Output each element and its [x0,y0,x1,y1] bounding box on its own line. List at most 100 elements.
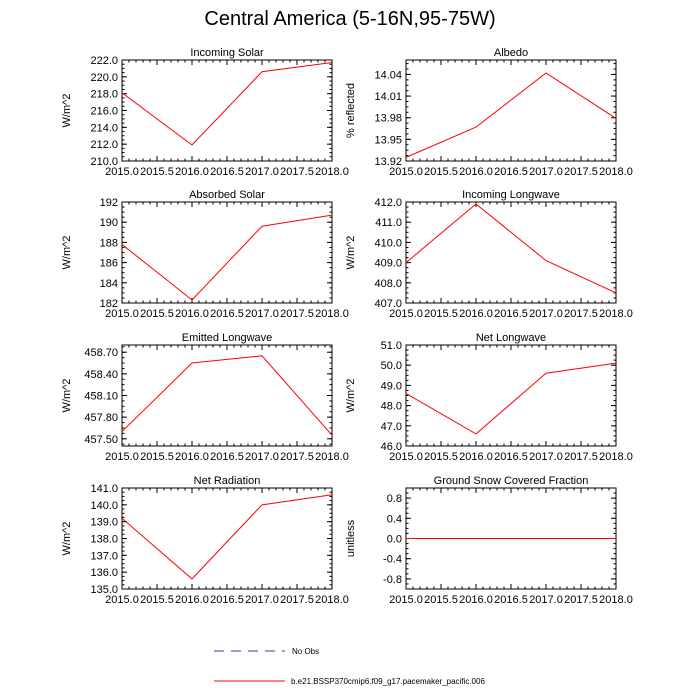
x-tick-label: 2017.5 [564,451,598,463]
x-tick-label: 2018.0 [599,308,633,320]
plot-frame [405,59,617,162]
chart-panel-4: Incoming Longwave 2015.0 2015.5 2016.0 2016.… [345,189,633,320]
x-tick-label: 2017.5 [564,594,598,606]
x-tick-label: 2017.0 [529,308,563,320]
x-tick-label: 2017.0 [529,166,563,178]
y-tick-label: 46.0 [381,441,402,453]
x-tick-label: 2015.5 [140,308,174,320]
y-tick-label: 458.40 [84,369,118,381]
x-tick-label: 2015.0 [105,451,139,463]
x-tick-label: 2016.0 [459,166,493,178]
y-tick-label: 141.0 [90,483,118,495]
y-tick-label: 409.0 [374,258,402,270]
x-tick-label: 2015.5 [424,308,458,320]
series-line [121,214,333,301]
x-tick-label: 2016.5 [494,594,528,606]
chart-panel-5: Emitted Longwave 2015.0 2015.5 2016.0 2016.5… [61,332,349,463]
y-tick-label: 407.0 [374,298,402,310]
y-tick-label: 47.0 [381,421,402,433]
y-tick-label: 222.0 [90,55,118,67]
x-tick-label: 2018.0 [315,594,349,606]
x-tick-label: 2015.5 [424,451,458,463]
y-axis-label: W/m^2 [61,379,73,413]
x-tick-label: 2016.5 [494,308,528,320]
x-tick-label: 2015.5 [140,594,174,606]
y-tick-label: 458.70 [84,347,118,359]
y-tick-label: 49.0 [381,380,402,392]
plot-frame [121,201,333,304]
y-axis-label: unitless [345,519,357,557]
y-tick-label: 138.0 [90,534,118,546]
series-line [121,494,333,580]
y-tick-label: 136.0 [90,567,118,579]
chart-title: Net Radiation [194,475,261,487]
series-line [121,62,333,146]
plot-frame [121,59,333,162]
y-tick-label: 412.0 [374,197,402,209]
x-tick-label: 2018.0 [599,451,633,463]
legend-label: No Obs [292,647,319,656]
chart-title: Incoming Longwave [462,189,560,201]
page-title: Central America (5-16N,95-75W) [204,8,496,30]
chart-title: Net Longwave [476,332,546,344]
y-tick-label: 410.0 [374,237,402,249]
y-tick-label: 408.0 [374,278,402,290]
y-tick-label: 190 [100,217,118,229]
legend-label: b.e21.BSSP370cmip6.f09_g17.pacemaker_pac… [291,677,485,686]
x-tick-label: 2018.0 [599,166,633,178]
x-tick-label: 2017.0 [245,308,279,320]
series-line [405,362,617,435]
y-tick-label: 137.0 [90,550,118,562]
x-tick-label: 2018.0 [315,451,349,463]
x-tick-label: 2015.0 [389,594,423,606]
x-tick-label: 2015.0 [105,594,139,606]
x-tick-label: 2017.0 [529,451,563,463]
y-tick-label: 216.0 [90,106,118,118]
series-line [405,203,617,294]
y-tick-label: 220.0 [90,72,118,84]
x-tick-label: 2016.0 [459,451,493,463]
y-tick-label: -0.4 [383,554,402,566]
y-tick-label: 458.10 [84,391,118,403]
y-tick-label: 411.0 [375,217,402,229]
y-tick-label: 184 [100,278,118,290]
y-tick-label: 135.0 [90,584,118,596]
x-tick-label: 2017.5 [564,308,598,320]
chart-title: Absorbed Solar [189,189,265,201]
x-tick-label: 2015.5 [140,451,174,463]
plot-frame [405,201,617,304]
x-tick-label: 2017.5 [280,166,314,178]
y-axis-label: % reflected [345,83,357,138]
x-tick-label: 2018.0 [599,594,633,606]
y-tick-label: 457.50 [84,434,118,446]
x-tick-label: 2015.0 [389,308,423,320]
y-tick-label: 192 [100,197,118,209]
x-tick-label: 2017.0 [245,166,279,178]
y-tick-label: 182 [100,298,118,310]
x-tick-label: 2016.5 [494,451,528,463]
plot-frame [405,344,617,447]
y-tick-label: 212.0 [90,139,118,151]
x-tick-label: 2016.5 [210,166,244,178]
y-tick-label: 0.4 [387,513,402,525]
y-tick-label: 13.98 [374,113,402,125]
x-tick-label: 2017.0 [245,451,279,463]
x-tick-label: 2015.5 [424,166,458,178]
series-line [121,355,333,436]
chart-title: Emitted Longwave [182,332,273,344]
x-tick-label: 2015.0 [389,166,423,178]
y-axis-label: W/m^2 [61,94,73,128]
y-axis-label: W/m^2 [345,379,357,413]
x-tick-label: 2016.0 [175,594,209,606]
x-tick-label: 2016.0 [459,308,493,320]
x-tick-label: 2016.5 [210,308,244,320]
y-tick-label: 13.95 [374,134,402,146]
x-tick-label: 2018.0 [315,166,349,178]
x-tick-label: 2017.5 [280,451,314,463]
x-tick-label: 2018.0 [315,308,349,320]
series-line [405,72,617,158]
